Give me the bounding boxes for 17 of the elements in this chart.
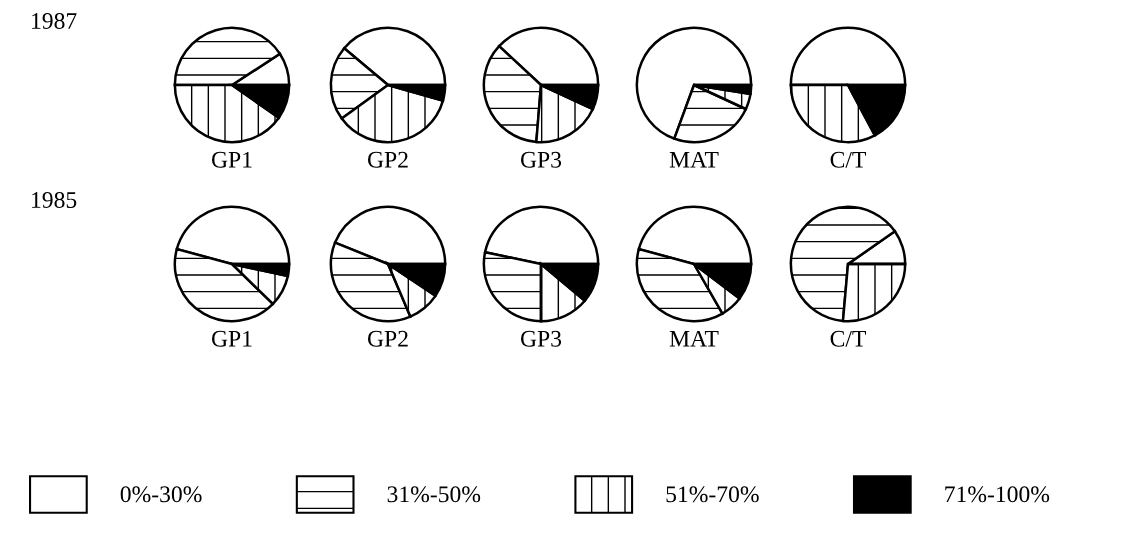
text: 1985 — [32, 191, 77, 208]
text: GP2 — [367, 151, 408, 168]
text: GP3 — [520, 151, 562, 168]
text: C/T — [830, 330, 866, 347]
legend-label: 51%-70% — [666, 486, 759, 503]
legend-label: 71%-100% — [945, 486, 1050, 503]
text: MAT — [669, 151, 719, 168]
text: GP2 — [367, 330, 408, 347]
text: 1987 — [32, 12, 77, 29]
text: GP1 — [211, 330, 252, 347]
pie-slice — [635, 26, 753, 140]
text: MAT — [669, 330, 719, 347]
text: C/T — [830, 151, 866, 168]
text: GP1 — [211, 151, 252, 168]
legend-label: 31%-50% — [387, 486, 481, 503]
legend-label: 0%-30% — [120, 486, 202, 503]
text: GP3 — [520, 330, 562, 347]
